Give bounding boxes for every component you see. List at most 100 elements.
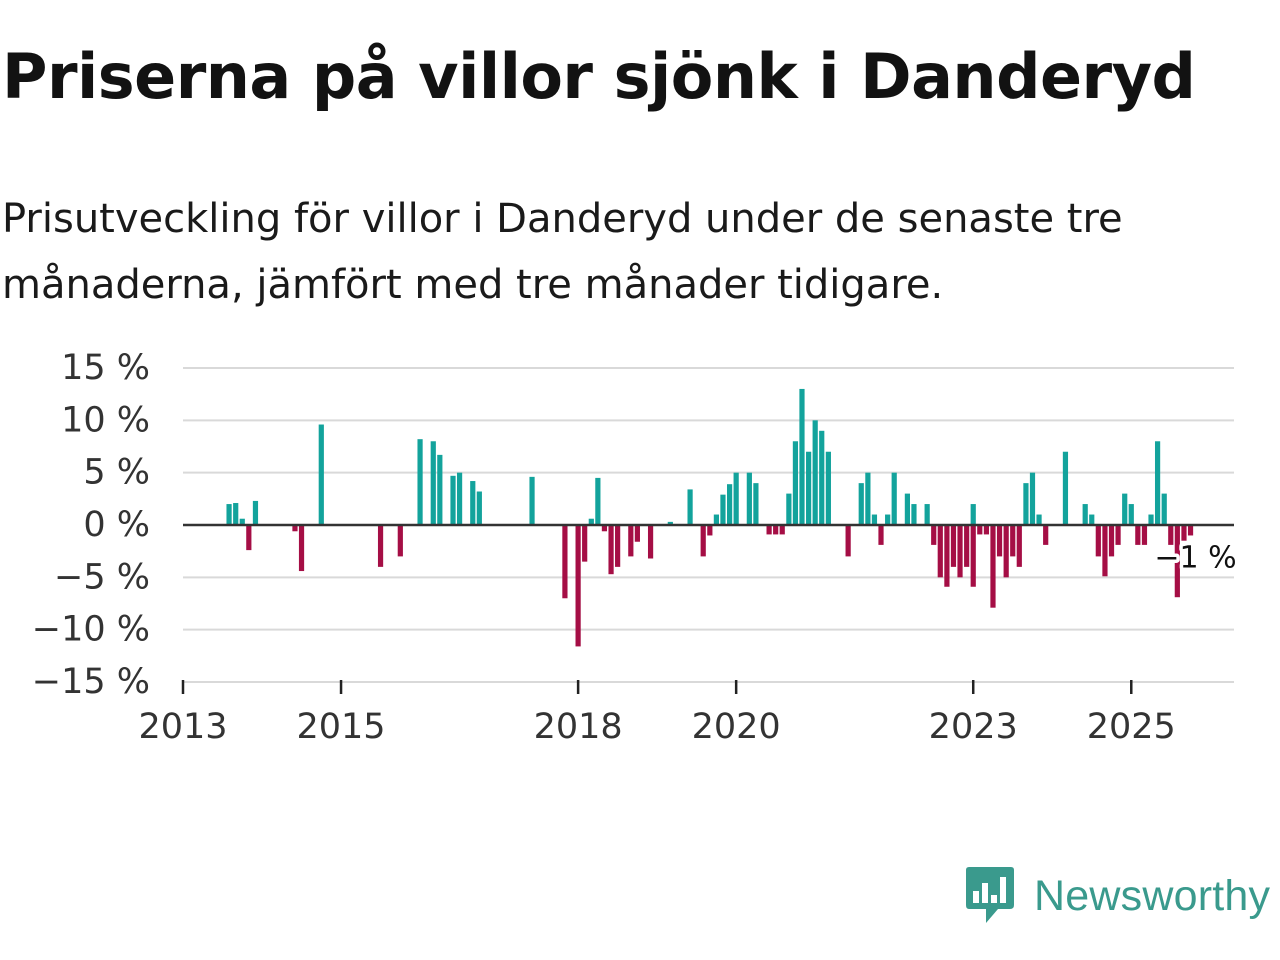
brand-name: Newsworthy bbox=[1034, 871, 1271, 920]
bar bbox=[924, 504, 930, 525]
x-tick-label: 2025 bbox=[1087, 707, 1176, 747]
bar bbox=[1154, 441, 1161, 525]
bar bbox=[628, 525, 634, 557]
y-tick-label: −10 % bbox=[32, 610, 150, 650]
bar bbox=[1135, 525, 1141, 545]
bar bbox=[608, 525, 614, 575]
value-annotation: −1 % bbox=[1154, 540, 1236, 575]
bar bbox=[1115, 525, 1121, 545]
bar bbox=[1095, 525, 1101, 557]
bar bbox=[911, 504, 917, 525]
bar bbox=[1187, 525, 1194, 536]
bar bbox=[786, 493, 792, 525]
bar bbox=[977, 525, 983, 535]
bar bbox=[964, 525, 970, 567]
bar bbox=[1003, 525, 1009, 578]
bar bbox=[595, 477, 601, 525]
bar bbox=[437, 454, 443, 525]
bar bbox=[773, 525, 779, 535]
newsworthy-logo-icon bbox=[966, 867, 1014, 923]
bar bbox=[983, 525, 990, 535]
bar bbox=[957, 525, 963, 578]
bar-chart: 15 % 10 % 5 % 0 % −5 % −10 % −15 % 2013 2015 2018… bbox=[32, 348, 1240, 747]
x-tick-label: 2018 bbox=[534, 707, 623, 747]
bar bbox=[1036, 514, 1042, 525]
bar bbox=[1168, 525, 1174, 545]
bar bbox=[825, 451, 831, 525]
bar bbox=[707, 525, 713, 536]
bar bbox=[377, 525, 384, 567]
bar bbox=[430, 441, 436, 525]
y-tick-label: 10 % bbox=[61, 400, 150, 440]
bar bbox=[615, 525, 621, 567]
bar bbox=[687, 489, 693, 525]
chart-title: Priserna på villor sjönk i Danderyd bbox=[2, 40, 1196, 113]
bar bbox=[601, 525, 608, 532]
bar bbox=[1141, 525, 1148, 545]
bar bbox=[1174, 525, 1180, 598]
bar bbox=[634, 525, 640, 542]
bar bbox=[292, 525, 298, 532]
bar bbox=[858, 483, 864, 525]
bar bbox=[575, 525, 581, 647]
x-tick-label: 2013 bbox=[138, 707, 227, 747]
bar bbox=[996, 525, 1003, 557]
bar bbox=[753, 483, 759, 525]
y-tick-label: −5 % bbox=[54, 557, 150, 597]
bar bbox=[582, 525, 588, 562]
brand-logo: Newsworthy bbox=[964, 864, 1270, 928]
bar bbox=[318, 424, 324, 525]
bar bbox=[950, 525, 957, 567]
bar bbox=[1062, 451, 1069, 525]
bar bbox=[470, 481, 476, 525]
bar bbox=[891, 472, 897, 525]
bar bbox=[806, 451, 812, 525]
y-tick-label: 15 % bbox=[61, 348, 150, 388]
bar bbox=[456, 472, 463, 525]
chart-subtitle: Prisutveckling för villor i Danderyd und… bbox=[2, 196, 1123, 308]
bar bbox=[819, 430, 825, 525]
bar bbox=[970, 504, 976, 525]
bar bbox=[746, 472, 752, 525]
bar bbox=[713, 514, 720, 525]
y-tick-label: −15 % bbox=[32, 662, 150, 702]
bar bbox=[246, 525, 252, 551]
bar bbox=[647, 525, 654, 559]
bar bbox=[970, 525, 976, 587]
bar bbox=[733, 472, 739, 525]
x-tick-label: 2020 bbox=[692, 707, 781, 747]
bar bbox=[417, 439, 423, 525]
bar bbox=[1023, 483, 1029, 525]
bar bbox=[799, 388, 805, 525]
gridlines bbox=[183, 367, 1234, 683]
axes: 15 % 10 % 5 % 0 % −5 % −10 % −15 % 2013 2015 2018… bbox=[32, 348, 1234, 747]
bar bbox=[779, 525, 785, 535]
bar bbox=[239, 518, 245, 525]
bar bbox=[1148, 514, 1154, 525]
bar bbox=[1128, 504, 1134, 525]
bar bbox=[726, 484, 733, 525]
bar bbox=[1108, 525, 1115, 557]
bar bbox=[667, 521, 673, 525]
bar bbox=[871, 514, 878, 525]
bar bbox=[1102, 525, 1108, 577]
bar bbox=[944, 525, 950, 587]
bar bbox=[878, 525, 884, 545]
bar bbox=[1181, 525, 1187, 541]
bar bbox=[931, 525, 937, 545]
bar bbox=[904, 493, 910, 525]
bar bbox=[529, 476, 535, 525]
bar bbox=[476, 491, 482, 525]
y-tick-label: 0 % bbox=[83, 505, 150, 545]
y-tick-label: 5 % bbox=[83, 453, 150, 493]
bar bbox=[298, 525, 305, 572]
bar bbox=[1082, 504, 1088, 525]
bar bbox=[792, 441, 799, 525]
bar bbox=[700, 525, 706, 557]
x-tick-label: 2015 bbox=[297, 707, 386, 747]
bar bbox=[1043, 525, 1049, 545]
bar bbox=[226, 504, 232, 525]
x-tick-label: 2023 bbox=[929, 707, 1018, 747]
bar bbox=[1010, 525, 1016, 557]
bar bbox=[1122, 493, 1128, 525]
